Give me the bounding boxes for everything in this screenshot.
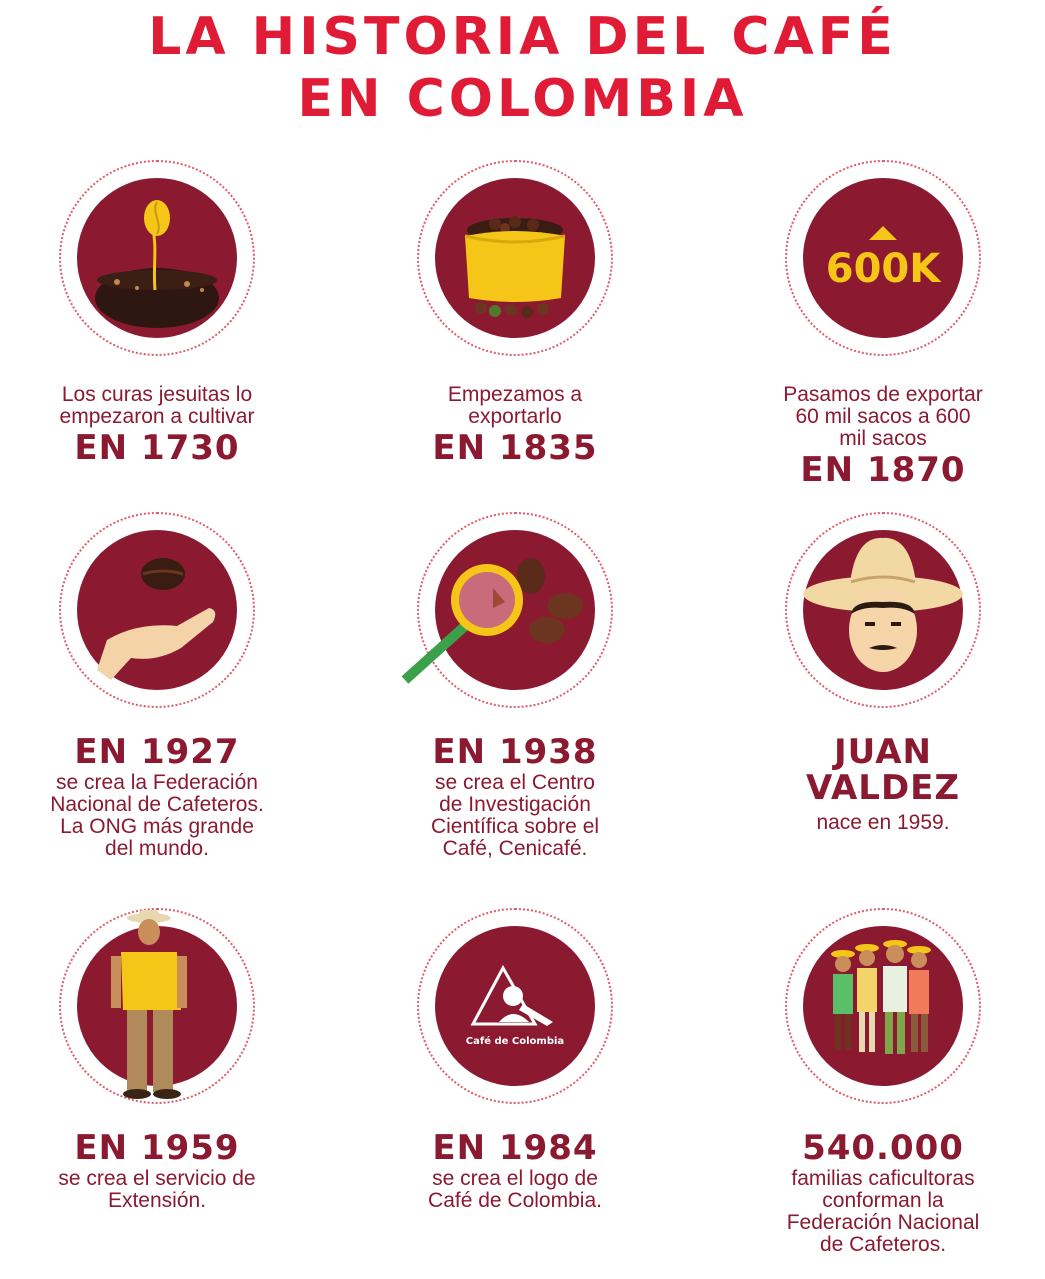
hand-bean-icon (77, 530, 237, 690)
timeline-item-1870: 600K Pasamos de exportar 60 mil sacos a 6… (718, 160, 1045, 490)
item-year: EN 1984 (432, 1128, 598, 1168)
item-year: EN 1730 (74, 428, 240, 468)
item-text: se crea el servicio de Extensión. (58, 1167, 256, 1212)
timeline-item-juan-valdez: JUAN VALDEZ nace en 1959. (718, 512, 1045, 872)
coffee-sprout-icon (77, 178, 237, 338)
dotted-ring (59, 512, 255, 708)
item-count: 540.000 (802, 1128, 964, 1168)
item-text: familias caficultoras conforman la Federac… (786, 1167, 980, 1256)
item-text: nace en 1959. (816, 811, 950, 834)
coffee-sack-icon (435, 178, 595, 338)
item-text: se crea el Centro de Investigación Científ… (430, 771, 600, 860)
timeline-item-1959: EN 1959 se crea el servicio de Extensión. (0, 908, 322, 1228)
dotted-ring (785, 512, 981, 708)
timeline-item-1938: EN 1938 se crea el Centro de Investigació… (350, 512, 680, 872)
families-icon (803, 926, 963, 1086)
dotted-ring (59, 908, 255, 1104)
dotted-ring (417, 908, 613, 1104)
timeline-item-1984: Café de Colombia EN 1984 se crea el logo… (350, 908, 680, 1228)
dotted-ring (785, 160, 981, 356)
logo-label: Café de Colombia (466, 1035, 564, 1047)
item-year: EN 1835 (432, 428, 598, 468)
title-line-1: LA HISTORIA DEL CAFÉ (148, 7, 897, 67)
magnifier-beans-icon (401, 530, 595, 690)
item-text: Los curas jesuitas lo empezaron a cultiva… (59, 383, 255, 428)
item-year: EN 1870 (800, 450, 966, 490)
page-title: LA HISTORIA DEL CAFÉ EN COLOMBIA (0, 6, 1045, 130)
timeline-item-1835: Empezamos a exportarlo EN 1835 (350, 160, 680, 480)
growth-600k-icon: 600K (803, 178, 963, 338)
dotted-ring (417, 512, 613, 708)
timeline-item-1927: EN 1927 se crea la Federación Nacional de… (0, 512, 322, 872)
item-year: EN 1959 (74, 1128, 240, 1168)
dotted-ring (417, 160, 613, 356)
item-text: Pasamos de exportar 60 mil sacos a 600 mil… (783, 383, 983, 450)
title-line-2: EN COLOMBIA (297, 69, 748, 129)
cafe-de-colombia-logo-icon: Café de Colombia (435, 926, 595, 1086)
item-text: se crea la Federación Nacional de Cafeter… (50, 771, 264, 860)
timeline-item-540000: 540.000 familias caficultoras conforman l… (718, 908, 1045, 1268)
dotted-ring (59, 160, 255, 356)
item-year: EN 1938 (432, 732, 598, 772)
juan-valdez-face-icon (803, 530, 963, 690)
item-year: EN 1927 (74, 732, 240, 772)
item-highlight: JUAN VALDEZ (805, 732, 961, 808)
item-text: Empezamos a exportarlo (447, 383, 583, 428)
farmer-icon (77, 910, 237, 1099)
timeline-item-1730: Los curas jesuitas lo empezaron a cultiva… (0, 160, 322, 480)
item-text: se crea el logo de Café de Colombia. (428, 1167, 602, 1212)
600k-label: 600K (826, 246, 942, 292)
dotted-ring (785, 908, 981, 1104)
